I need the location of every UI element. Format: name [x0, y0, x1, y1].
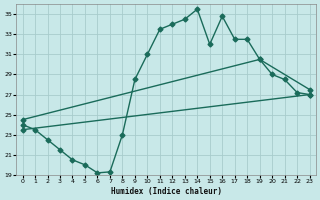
X-axis label: Humidex (Indice chaleur): Humidex (Indice chaleur): [111, 187, 221, 196]
